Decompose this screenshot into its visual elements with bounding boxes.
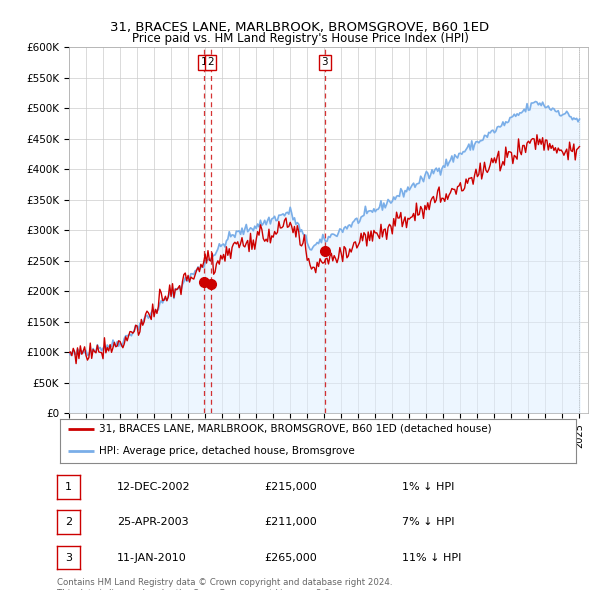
- Text: 31, BRACES LANE, MARLBROOK, BROMSGROVE, B60 1ED: 31, BRACES LANE, MARLBROOK, BROMSGROVE, …: [110, 21, 490, 34]
- Text: 11% ↓ HPI: 11% ↓ HPI: [402, 553, 461, 562]
- Text: £211,000: £211,000: [264, 517, 317, 527]
- Text: £215,000: £215,000: [264, 482, 317, 491]
- Text: 25-APR-2003: 25-APR-2003: [117, 517, 188, 527]
- Text: 3: 3: [65, 553, 72, 562]
- Text: HPI: Average price, detached house, Bromsgrove: HPI: Average price, detached house, Brom…: [98, 446, 355, 455]
- Text: Price paid vs. HM Land Registry's House Price Index (HPI): Price paid vs. HM Land Registry's House …: [131, 32, 469, 45]
- Text: 3: 3: [322, 57, 328, 67]
- Text: 2: 2: [65, 517, 72, 527]
- Text: 1: 1: [65, 482, 72, 491]
- Text: £265,000: £265,000: [264, 553, 317, 562]
- Text: 1: 1: [201, 57, 208, 67]
- Text: 7% ↓ HPI: 7% ↓ HPI: [402, 517, 455, 527]
- Text: 31, BRACES LANE, MARLBROOK, BROMSGROVE, B60 1ED (detached house): 31, BRACES LANE, MARLBROOK, BROMSGROVE, …: [98, 424, 491, 434]
- Text: 1% ↓ HPI: 1% ↓ HPI: [402, 482, 454, 491]
- Text: 11-JAN-2010: 11-JAN-2010: [117, 553, 187, 562]
- Text: 2: 2: [207, 57, 214, 67]
- Text: Contains HM Land Registry data © Crown copyright and database right 2024.
This d: Contains HM Land Registry data © Crown c…: [57, 578, 392, 590]
- Text: 12-DEC-2002: 12-DEC-2002: [117, 482, 191, 491]
